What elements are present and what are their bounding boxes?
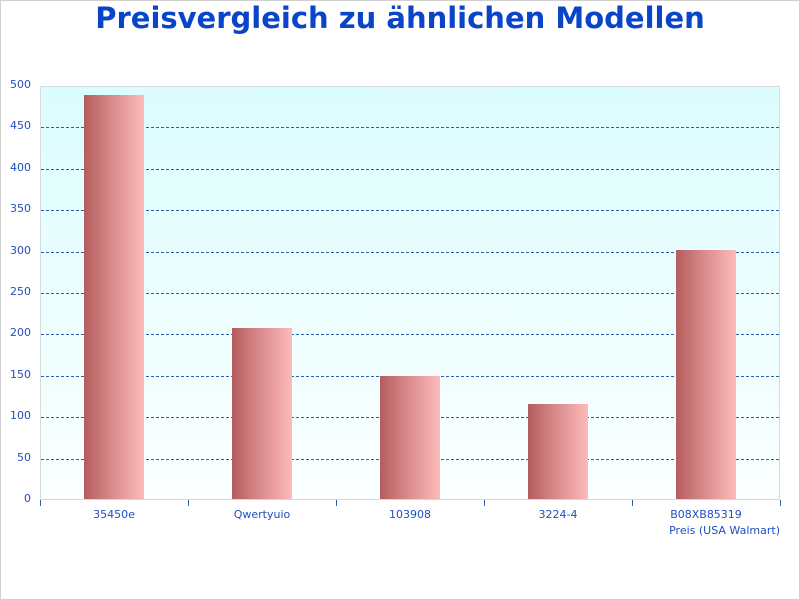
x-tick-label: 103908 — [389, 508, 431, 521]
bar-35450e — [84, 95, 144, 499]
x-tick-label: Qwertyuio — [233, 508, 291, 521]
chart-title: Preisvergleich zu ähnlichen Modellen — [95, 1, 705, 35]
y-tick-label: 250 — [10, 285, 31, 298]
y-tick-label: 100 — [10, 409, 31, 423]
y-tick-label: 300 — [10, 243, 31, 257]
y-tick-label: 50 — [17, 450, 31, 464]
x-tick-mark — [484, 500, 485, 506]
x-tick-mark — [336, 500, 337, 506]
x-tick-label: 3224-4 — [538, 508, 578, 521]
y-tick-label: 200 — [10, 326, 31, 340]
y-tick-label: 400 — [10, 160, 31, 174]
y-tick-label: 450 — [10, 119, 31, 133]
bar-103908 — [380, 375, 440, 499]
y-tick-label: 500 — [10, 78, 31, 91]
x-tick-mark — [40, 500, 41, 506]
x-axis-line — [40, 499, 780, 500]
y-tick-label: 150 — [10, 367, 31, 381]
x-tick-label: 35450e — [93, 508, 135, 521]
gridline — [41, 293, 779, 294]
gridline — [41, 334, 779, 336]
y-tick-label: 0 — [24, 492, 31, 505]
x-tick-label: B08XB85319 — [670, 508, 742, 521]
x-tick-mark — [632, 500, 633, 506]
bar-Qwertyuio — [232, 327, 292, 499]
x-axis-title: Preis (USA Walmart) — [669, 524, 780, 537]
gridline — [41, 168, 779, 170]
x-tick-mark — [780, 500, 781, 506]
x-tick-mark — [188, 500, 189, 506]
y-tick-label: 350 — [10, 202, 31, 216]
bar-3224-4 — [528, 403, 588, 499]
bar-B08XB85319 — [676, 249, 736, 499]
gridline — [41, 251, 779, 253]
plot-area — [40, 86, 780, 500]
gridline — [41, 210, 779, 212]
gridline — [41, 127, 779, 129]
